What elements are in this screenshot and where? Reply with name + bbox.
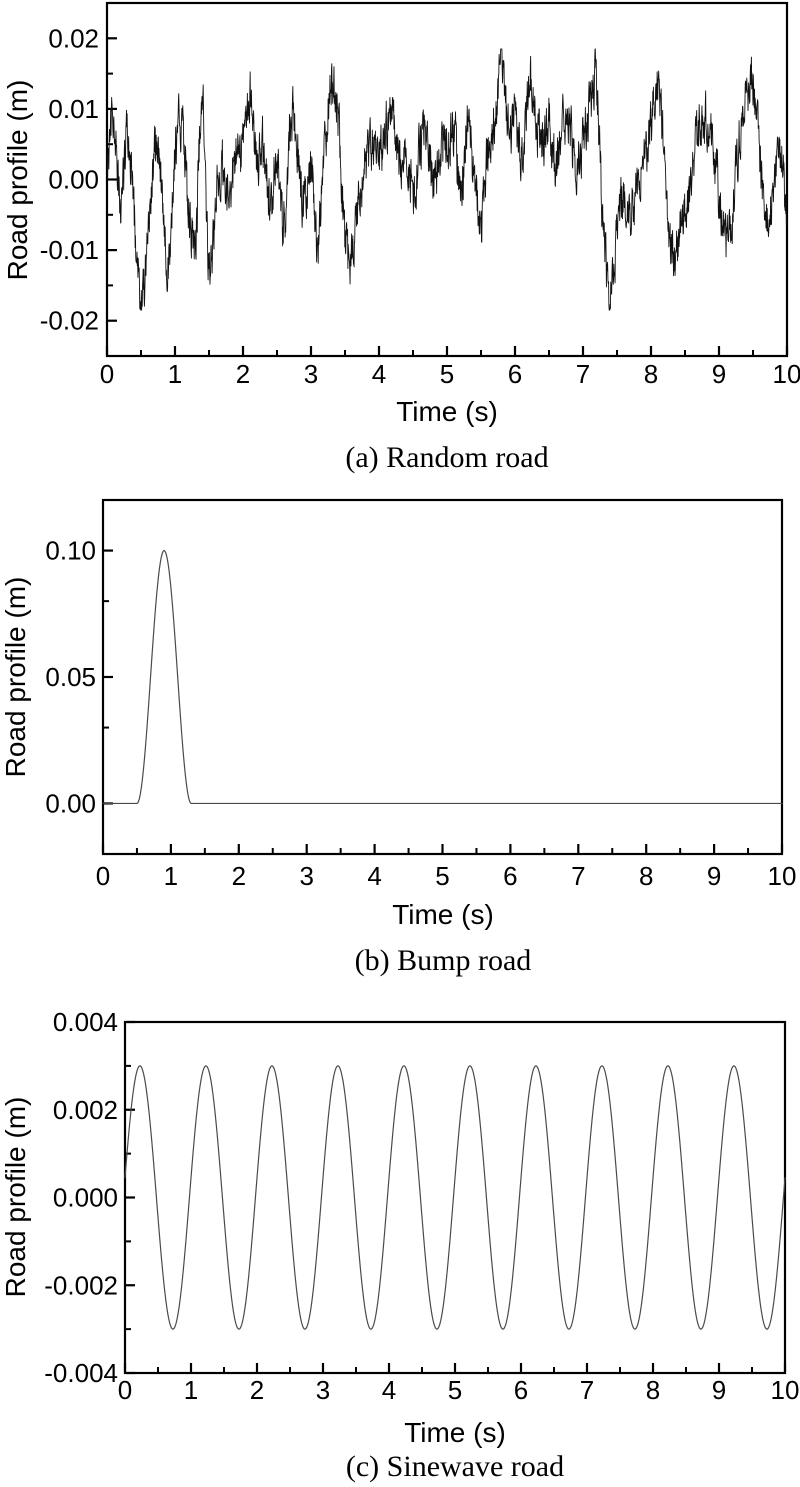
x-tick-label: 10 (768, 861, 797, 891)
x-tick-label: 1 (168, 359, 182, 389)
data-curve (106, 48, 788, 311)
data-curve (102, 549, 783, 805)
plot-frame (101, 498, 784, 856)
x-tick-label: 0 (96, 861, 110, 891)
x-tick-label: 6 (508, 359, 522, 389)
y-axis-label: Road profile (m) (2, 80, 33, 281)
y-tick-label: -0.02 (40, 306, 99, 336)
x-tick-label: 8 (639, 861, 653, 891)
y-tick-label: 0.00 (48, 165, 99, 195)
y-axis-label: Road profile (m) (0, 577, 31, 778)
x-axis-label: Time (s) (396, 396, 498, 427)
plot-frame (105, 1, 789, 358)
y-tick-label: 0.10 (45, 536, 96, 566)
x-tick-label: 0 (118, 1375, 132, 1405)
x-tick-label: 3 (299, 861, 313, 891)
chart-random-road: 0 1 2 3 4 5 6 7 8 9 10 0.02 0.01 0.00 -0.01 -0.02 Road … (2, 1, 800, 474)
x-axis-label: Time (s) (392, 899, 494, 930)
x-tick-label: 1 (184, 1375, 198, 1405)
y-tick-label: 0.002 (53, 1095, 118, 1125)
y-tick-label: 0.000 (53, 1183, 118, 1213)
x-tick-label: 5 (440, 359, 454, 389)
x-tick-label: 4 (372, 359, 386, 389)
x-tick-label: 7 (571, 861, 585, 891)
x-tick-label: 1 (164, 861, 178, 891)
plot-area-random: 0 1 2 3 4 5 6 7 8 9 10 0.02 0.01 0.00 -0.01 -0.02 (40, 1, 800, 389)
y-tick-label: -0.01 (40, 235, 99, 265)
x-tick-label: 8 (646, 1375, 660, 1405)
x-tick-label: 3 (304, 359, 318, 389)
y-tick-label: 0.01 (48, 94, 99, 124)
chart-bump-road: 0 1 2 3 4 5 6 7 8 9 10 0.10 0.05 0.00 Road profile (m… (0, 498, 797, 977)
x-tick-label: 9 (712, 359, 726, 389)
y-tick-label: -0.002 (44, 1270, 118, 1300)
x-tick-label: 3 (316, 1375, 330, 1405)
plot-area-sinewave: 0 1 2 3 4 5 6 7 8 9 10 0.004 0.002 0.000 -0.002 -0.004 (44, 1007, 799, 1405)
y-tick-label: -0.004 (44, 1358, 118, 1388)
y-tick-label: 0.02 (48, 23, 99, 53)
x-tick-label: 2 (250, 1375, 264, 1405)
x-tick-label: 10 (773, 359, 800, 389)
plot-area-bump: 0 1 2 3 4 5 6 7 8 9 10 0.10 0.05 0.00 (45, 498, 797, 891)
caption: (a) Random road (345, 441, 548, 474)
x-tick-label: 8 (644, 359, 658, 389)
y-axis-label: Road profile (m) (0, 1097, 31, 1298)
plot-frame (123, 1020, 787, 1375)
y-tick-label: 0.00 (45, 788, 96, 818)
x-tick-label: 6 (503, 861, 517, 891)
x-tick-label: 2 (232, 861, 246, 891)
data-curve (124, 1065, 786, 1330)
x-tick-label: 4 (367, 861, 381, 891)
caption: (b) Bump road (355, 944, 532, 977)
x-axis-label: Time (s) (404, 1417, 506, 1448)
x-tick-label: 6 (514, 1375, 528, 1405)
y-tick-label: 0.05 (45, 662, 96, 692)
y-tick-label: 0.004 (53, 1007, 118, 1037)
chart-sinewave-road: 0 1 2 3 4 5 6 7 8 9 100.0040.0020.000-0.002-0.004 … (0, 1007, 799, 1483)
x-tick-label: 7 (580, 1375, 594, 1405)
x-tick-label: 9 (707, 861, 721, 891)
x-tick-label: 5 (448, 1375, 462, 1405)
x-tick-label: 9 (712, 1375, 726, 1405)
x-tick-label: 7 (576, 359, 590, 389)
caption: (c) Sinewave road (346, 1450, 564, 1483)
x-tick-label: 4 (382, 1375, 396, 1405)
x-tick-label: 2 (236, 359, 250, 389)
x-tick-label: 0 (100, 359, 114, 389)
x-tick-label: 10 (771, 1375, 800, 1405)
x-tick-label: 5 (435, 861, 449, 891)
